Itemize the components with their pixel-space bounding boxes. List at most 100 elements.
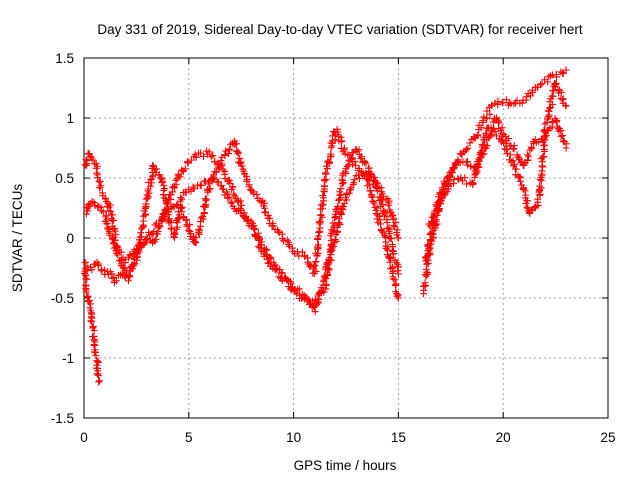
data-point <box>315 295 323 303</box>
x-tick-label: 20 <box>496 430 511 445</box>
data-point <box>325 254 333 262</box>
data-point <box>228 198 236 206</box>
data-point <box>331 214 339 222</box>
data-point <box>89 323 97 331</box>
data-point <box>516 174 524 182</box>
data-point <box>355 174 363 182</box>
data-point <box>350 179 358 187</box>
data-point <box>343 163 351 171</box>
data-point <box>377 196 385 204</box>
data-point <box>321 272 329 280</box>
data-point <box>218 160 226 168</box>
data-point <box>394 234 402 242</box>
data-point <box>502 145 510 153</box>
data-point <box>143 235 151 243</box>
data-point <box>159 191 167 199</box>
data-point <box>483 114 491 122</box>
data-point <box>230 190 238 198</box>
data-point <box>322 169 330 177</box>
data-point <box>523 151 531 159</box>
x-tick-label: 0 <box>80 430 88 445</box>
data-point <box>362 159 370 167</box>
data-point <box>562 102 570 110</box>
data-point <box>275 228 283 236</box>
data-point <box>534 198 542 206</box>
axis-ticks: 0 5 10 15 20 25 -1.5 -1 -0.5 0 0.5 1 1.5 <box>51 51 616 445</box>
data-point <box>557 132 565 140</box>
data-point <box>285 240 293 248</box>
data-point <box>178 195 186 203</box>
data-point <box>387 254 395 262</box>
data-point <box>523 93 531 101</box>
data-point <box>486 110 494 118</box>
data-point <box>392 218 400 226</box>
data-point <box>239 165 247 173</box>
data-point <box>112 249 120 257</box>
data-point <box>107 207 115 215</box>
data-point <box>192 234 200 242</box>
data-point <box>558 132 566 140</box>
data-point <box>326 246 334 254</box>
data-point <box>327 236 335 244</box>
data-point <box>135 241 143 249</box>
data-point <box>262 251 270 259</box>
data-point <box>434 205 442 213</box>
data-point <box>257 198 265 206</box>
chart-title: Day 331 of 2019, Sidereal Day-to-day VTE… <box>97 22 582 37</box>
data-point <box>337 138 345 146</box>
data-point <box>546 104 554 112</box>
series-arc-b <box>81 146 402 316</box>
data-point <box>225 176 233 184</box>
data-point <box>269 222 277 230</box>
data-point <box>545 107 553 115</box>
data-point <box>525 152 533 160</box>
data-point <box>340 200 348 208</box>
data-point <box>394 267 402 275</box>
data-point <box>256 241 264 249</box>
data-point <box>128 265 136 273</box>
data-point <box>121 272 129 280</box>
data-point <box>338 176 346 184</box>
data-point <box>207 153 215 161</box>
data-point <box>331 221 339 229</box>
data-point <box>90 199 98 207</box>
data-point <box>186 221 194 229</box>
data-point <box>368 192 376 200</box>
data-point <box>437 196 445 204</box>
data-point <box>464 144 472 152</box>
data-point <box>86 297 94 305</box>
data-point <box>557 88 565 96</box>
data-point <box>87 317 95 325</box>
data-point <box>99 208 107 216</box>
data-point <box>319 284 327 292</box>
data-point <box>133 250 141 258</box>
data-point <box>96 177 104 185</box>
data-point <box>201 202 209 210</box>
data-point <box>379 201 387 209</box>
data-point <box>232 140 240 148</box>
data-point <box>502 96 510 104</box>
data-point <box>242 212 250 220</box>
data-point <box>470 133 478 141</box>
data-point <box>221 152 229 160</box>
data-point <box>224 194 232 202</box>
y-tick-label: -1.5 <box>51 411 74 426</box>
data-point <box>177 204 185 212</box>
data-point <box>92 352 100 360</box>
data-point <box>87 153 95 161</box>
data-point <box>440 191 448 199</box>
data-point <box>314 241 322 249</box>
x-tick-label: 15 <box>391 430 406 445</box>
data-point <box>389 250 397 258</box>
data-point <box>552 118 560 126</box>
data-point <box>212 168 220 176</box>
data-point <box>334 128 342 136</box>
data-point <box>391 222 399 230</box>
data-point <box>311 308 319 316</box>
data-point <box>331 136 339 143</box>
data-point <box>324 157 332 165</box>
data-point <box>88 318 96 326</box>
data-point <box>473 132 481 140</box>
data-point <box>515 154 523 162</box>
data-point <box>160 185 168 193</box>
